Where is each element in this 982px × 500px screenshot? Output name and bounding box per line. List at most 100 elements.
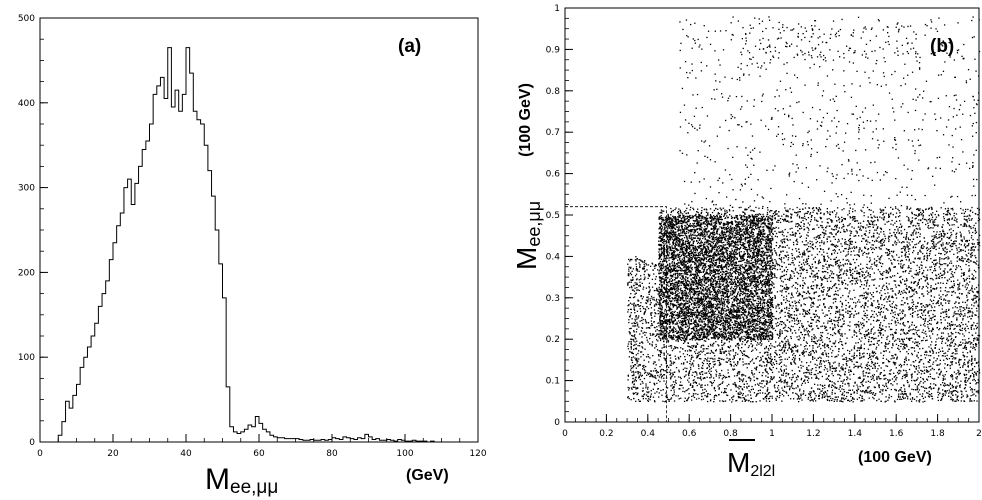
scatter-point [908,306,910,308]
scatter-point [796,393,798,395]
scatter-point [817,299,819,301]
scatter-point [942,377,944,379]
scatter-point [771,397,773,399]
scatter-point [852,219,854,221]
scatter-point [919,382,921,384]
scatter-point [951,286,953,288]
scatter-point [693,294,695,296]
scatter-point [924,354,926,356]
scatter-point [854,306,857,308]
scatter-point [876,240,878,242]
scatter-point [736,306,738,308]
scatter-point [696,272,698,274]
scatter-point [795,232,797,235]
scatter-point [848,210,850,212]
scatter-point [888,249,890,251]
panel-a-histogram-line [40,47,478,443]
scatter-point [821,254,823,256]
scatter-point [656,298,658,300]
scatter-point [746,383,748,385]
scatter-point [797,223,799,225]
scatter-point [962,209,964,211]
scatter-point [798,261,801,263]
scatter-point [923,369,926,371]
scatter-point [739,214,741,216]
scatter-point [946,358,948,360]
scatter-point [812,228,814,230]
scatter-point [844,287,846,289]
scatter-point [810,219,812,221]
scatter-point [641,380,643,383]
scatter-point [968,292,971,294]
scatter-point [907,338,910,340]
scatter-point [677,340,679,343]
scatter-point [816,236,818,238]
scatter-point [641,351,643,353]
scatter-point [972,379,974,381]
scatter-point [961,329,963,332]
scatter-point [911,211,913,213]
scatter-point [922,378,925,381]
scatter-point [628,316,631,318]
scatter-point [742,378,745,380]
scatter-point [954,240,956,242]
scatter-point [701,351,703,353]
scatter-point [826,252,828,254]
scatter-point [781,302,783,304]
scatter-point [775,397,777,400]
scatter-point [670,398,672,400]
scatter-point [833,249,836,251]
scatter-point [924,276,926,278]
scatter-point [819,237,821,239]
scatter-point [863,319,865,321]
scatter-point [870,332,872,334]
scatter-point [902,322,905,324]
scatter-point [737,386,739,389]
scatter-point [960,400,962,402]
scatter-point [954,324,956,326]
scatter-point [838,311,841,313]
scatter-point [652,396,655,398]
scatter-point [916,344,919,346]
scatter-point [889,373,892,375]
scatter-point [700,212,703,214]
scatter-point [895,244,897,246]
scatter-point [906,207,908,209]
scatter-point [978,305,980,308]
scatter-point [843,388,845,391]
scatter-point [836,400,838,402]
scatter-point [631,318,633,320]
scatter-point [749,391,751,393]
scatter-point [873,337,875,340]
scatter-point [807,369,809,371]
scatter-point [898,396,900,398]
scatter-point [867,216,869,218]
scatter-point [818,226,820,229]
scatter-point [943,375,945,378]
scatter-point [902,330,904,332]
scatter-point [812,347,814,349]
scatter-point [806,226,808,229]
scatter-point [859,385,861,388]
scatter-point [908,265,910,267]
scatter-point [852,208,854,210]
scatter-point [864,375,866,377]
scatter-point [810,354,812,356]
scatter-point [952,386,955,388]
scatter-point [792,392,794,394]
scatter-point [727,285,730,287]
scatter-point [842,323,844,325]
scatter-point [847,225,849,227]
scatter-point [849,267,851,269]
scatter-point [835,293,837,295]
scatter-point [866,270,868,272]
scatter-point [753,376,755,378]
scatter-point [955,331,957,334]
scatter-point [918,343,921,345]
scatter-point [814,261,816,263]
scatter-point [868,391,870,393]
scatter-point [895,307,898,310]
scatter-point [635,273,638,275]
scatter-point [722,351,724,353]
scatter-point [859,376,861,378]
